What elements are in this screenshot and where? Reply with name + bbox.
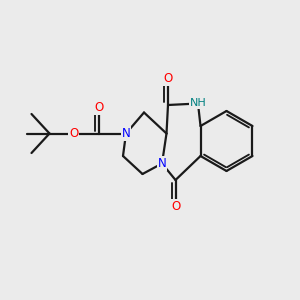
Text: O: O bbox=[171, 200, 180, 213]
Text: O: O bbox=[69, 127, 78, 140]
Text: NH: NH bbox=[190, 98, 206, 109]
Text: O: O bbox=[94, 100, 103, 114]
Text: N: N bbox=[122, 127, 130, 140]
Text: N: N bbox=[158, 157, 166, 170]
Text: O: O bbox=[164, 72, 172, 85]
